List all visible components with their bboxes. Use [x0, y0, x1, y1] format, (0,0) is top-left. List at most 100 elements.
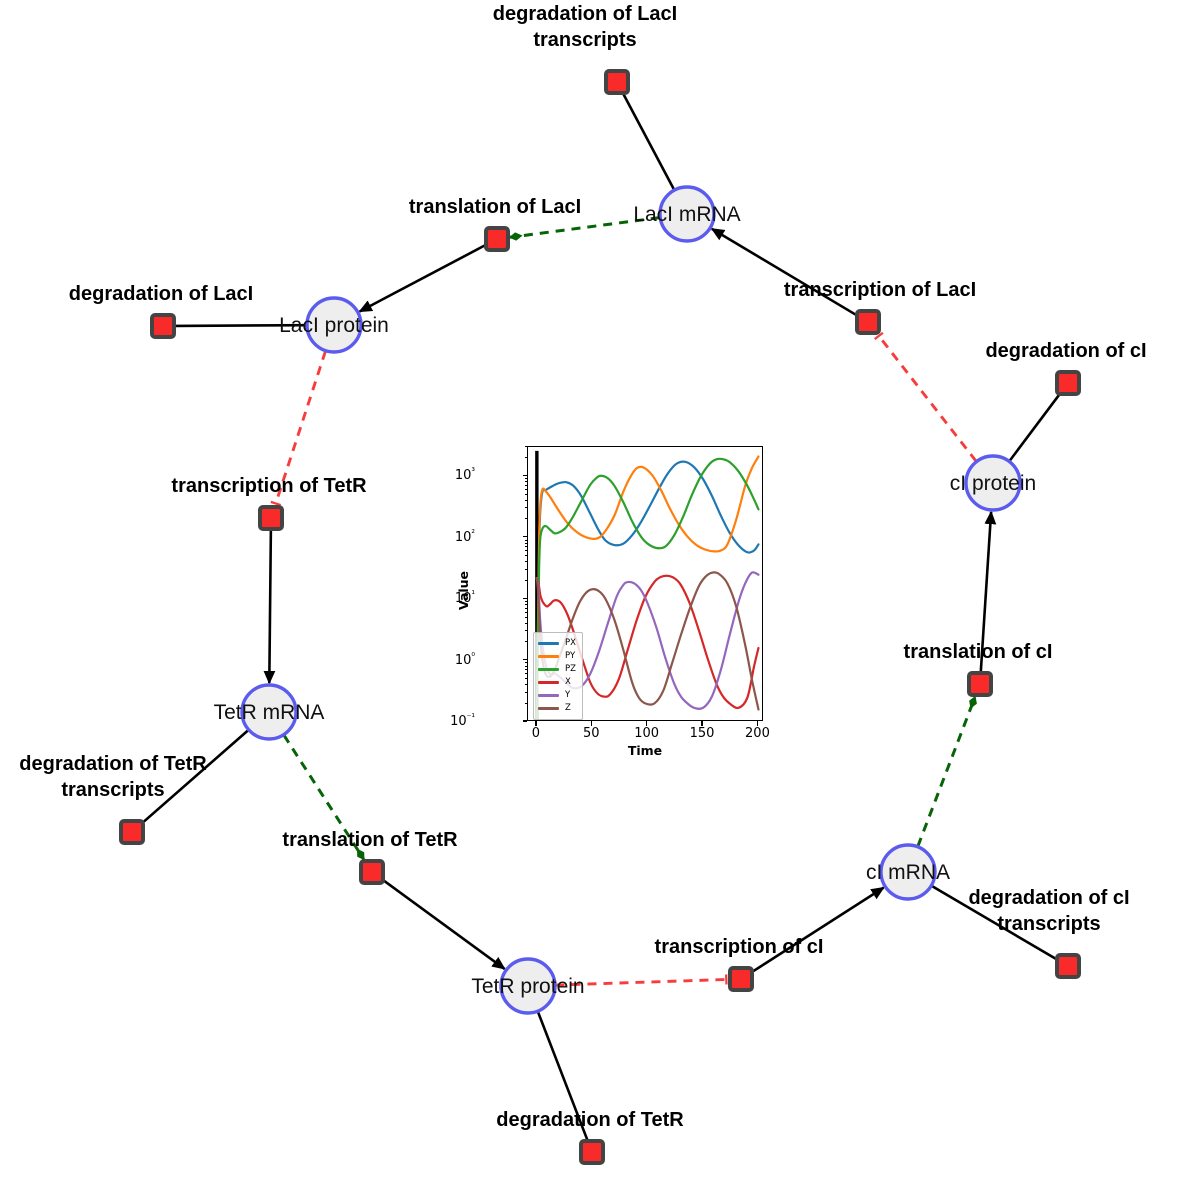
reaction-node[interactable]	[359, 859, 385, 885]
reaction-label: degradation of cI	[968, 887, 1129, 909]
chart-y-tick-mark	[523, 597, 527, 599]
chart-x-tick-label: 100	[634, 726, 660, 741]
chart-x-tick-label: 150	[689, 726, 715, 741]
species-node[interactable]	[305, 296, 363, 354]
chart-y-minor-tick	[524, 662, 527, 664]
reaction-label: translation of TetR	[282, 829, 458, 851]
chart-x-tick-mark	[646, 721, 648, 726]
edge-consumption	[931, 884, 1057, 961]
chart-legend-label: Y	[565, 690, 571, 701]
chart-y-minor-tick	[524, 484, 527, 486]
chart-legend-swatch	[538, 655, 559, 658]
reaction-label: transcription of TetR	[171, 475, 367, 497]
chart-y-minor-tick	[524, 481, 527, 483]
species-node[interactable]	[658, 185, 716, 243]
chart-y-minor-tick	[524, 665, 527, 667]
reaction-node[interactable]	[258, 505, 284, 531]
chart-y-minor-tick	[524, 630, 527, 632]
chart-y-minor-tick	[524, 579, 527, 581]
label-layer: LacI mRNA LacI protein TetR mRNA TetR prote…	[19, 3, 1146, 1131]
edge-consumption	[1008, 394, 1061, 462]
reaction-label: transcription of LacI	[784, 279, 976, 301]
chart-series-line	[535, 455, 760, 720]
chart-x-tick-mark	[590, 721, 592, 726]
chart-y-minor-tick	[524, 568, 527, 570]
reaction-node[interactable]	[728, 966, 754, 992]
reaction-label: degradation of TetR	[496, 1109, 684, 1131]
chart-legend-label: PY	[565, 651, 576, 662]
edge-production	[358, 243, 487, 313]
chart-curves	[535, 450, 760, 720]
chart-y-minor-tick	[524, 600, 527, 602]
edge-consumption	[142, 729, 250, 823]
chart-legend-swatch	[538, 668, 559, 671]
chart-y-tick-label: 10²	[454, 528, 475, 545]
reaction-label: transcripts	[61, 779, 164, 801]
edge-layer	[142, 93, 1061, 1141]
edge-inhibition	[270, 350, 327, 507]
reaction-node[interactable]	[855, 309, 881, 335]
reaction-node[interactable]	[1055, 953, 1081, 979]
reaction-node[interactable]	[604, 69, 630, 95]
chart-x-tick-label: 50	[582, 726, 600, 741]
species-label: LacI mRNA	[633, 203, 740, 226]
chart-legend-swatch	[538, 681, 559, 684]
chart-x-tick-mark	[701, 721, 703, 726]
species-node[interactable]	[964, 454, 1022, 512]
edge-production	[710, 227, 858, 317]
chart-y-tick-label: 10⁰	[454, 651, 475, 668]
chart-y-tick-mark	[523, 720, 527, 722]
reaction-node[interactable]	[150, 313, 176, 339]
chart-legend: PX PY PZ X Y Z	[533, 632, 583, 720]
chart-x-tick-mark	[535, 721, 537, 726]
edge-production	[751, 886, 885, 973]
chart-legend-item: Z	[538, 702, 576, 715]
edge-inhibition	[873, 331, 978, 463]
chart-y-tick-mark	[523, 536, 527, 538]
reaction-node[interactable]	[484, 226, 510, 252]
chart-plot-area	[527, 446, 763, 721]
chart-legend-label: Z	[565, 703, 571, 714]
species-node[interactable]	[879, 843, 937, 901]
species-label: TetR mRNA	[214, 701, 325, 724]
reaction-node[interactable]	[119, 819, 145, 845]
chart-y-tick-label: 10⁻¹	[450, 712, 475, 730]
chart-y-minor-tick	[524, 622, 527, 624]
species-node[interactable]	[240, 683, 298, 741]
edge-modifier	[916, 695, 977, 847]
chart-y-minor-tick	[524, 607, 527, 609]
chart-y-minor-tick	[524, 499, 527, 501]
edge-consumption	[174, 323, 307, 328]
chart-y-minor-tick	[524, 669, 527, 671]
chart-y-minor-tick	[524, 478, 527, 480]
chart-series-line	[535, 574, 760, 710]
edge-inhibition	[555, 974, 728, 987]
species-label: LacI protein	[279, 314, 389, 337]
chart-legend-item: PZ	[538, 663, 576, 676]
reaction-label: degradation of LacI	[493, 3, 677, 25]
chart-legend-item: X	[538, 676, 576, 689]
chart-y-tick-mark	[523, 658, 527, 661]
chart-y-minor-tick	[524, 555, 527, 557]
species-node[interactable]	[499, 957, 557, 1015]
reaction-node[interactable]	[967, 671, 993, 697]
chart-y-tick-label: 10³	[454, 467, 475, 484]
reaction-node[interactable]	[579, 1139, 605, 1165]
chart-y-minor-tick	[524, 641, 527, 643]
reaction-node[interactable]	[1055, 370, 1081, 396]
edge-consumption	[536, 1011, 589, 1141]
chart-series-line	[535, 457, 760, 720]
chart-y-minor-tick	[524, 507, 527, 509]
chart-y-minor-tick	[524, 493, 527, 495]
reaction-label: degradation of cI	[985, 340, 1146, 362]
edge-production	[263, 529, 276, 685]
chart-x-tick-label: 0	[531, 726, 540, 741]
edge-production	[382, 879, 506, 970]
chart-y-minor-tick	[524, 604, 527, 606]
chart-legend-item: PX	[538, 637, 576, 650]
chart-y-minor-tick	[524, 561, 527, 563]
reaction-label: degradation of LacI	[69, 283, 253, 305]
chart-y-minor-tick	[524, 684, 527, 686]
chart-y-minor-tick	[524, 456, 527, 458]
